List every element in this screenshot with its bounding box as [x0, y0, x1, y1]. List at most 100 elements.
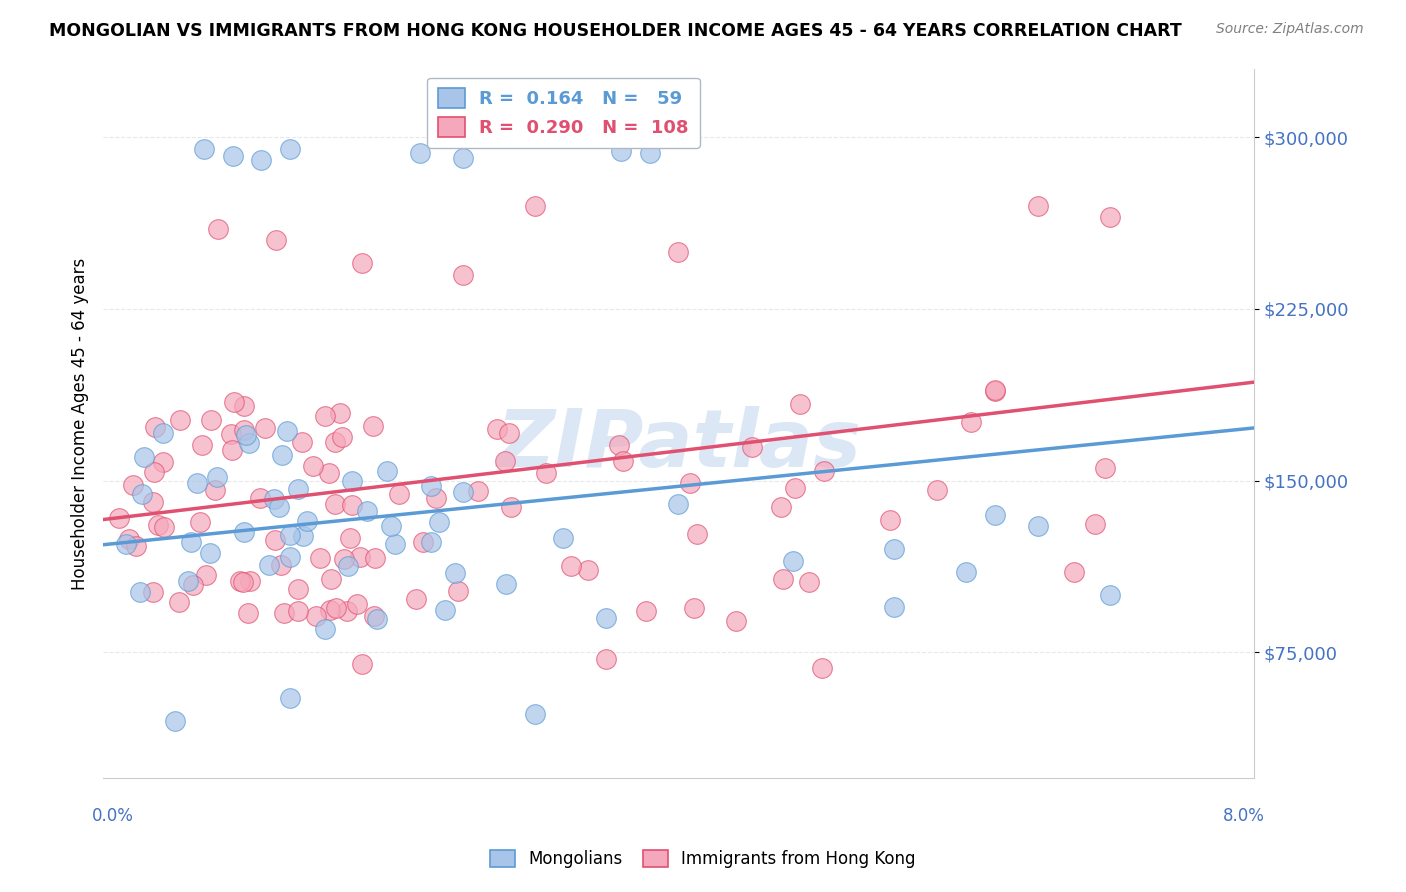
Point — [131, 487, 153, 501]
Point — [314, 409, 336, 424]
Point — [1026, 519, 1049, 533]
Point — [323, 497, 346, 511]
Point — [181, 578, 204, 592]
Point — [336, 604, 359, 618]
Point — [959, 416, 981, 430]
Point — [1098, 211, 1121, 225]
Point — [146, 518, 169, 533]
Point — [1084, 516, 1107, 531]
Point — [883, 542, 905, 557]
Point — [451, 485, 474, 500]
Point — [141, 584, 163, 599]
Point — [177, 574, 200, 588]
Point — [280, 549, 302, 564]
Point — [191, 438, 214, 452]
Point — [576, 563, 599, 577]
Point — [287, 582, 309, 596]
Point — [224, 395, 246, 409]
Point — [772, 572, 794, 586]
Point — [607, 438, 630, 452]
Point — [142, 465, 165, 479]
Point — [121, 478, 143, 492]
Point — [117, 533, 139, 547]
Point — [612, 454, 634, 468]
Point — [495, 576, 517, 591]
Point — [278, 528, 301, 542]
Legend: Mongolians, Immigrants from Hong Kong: Mongolians, Immigrants from Hong Kong — [484, 843, 922, 875]
Point — [984, 384, 1007, 398]
Point — [467, 483, 489, 498]
Point — [295, 515, 318, 529]
Point — [254, 421, 277, 435]
Point — [534, 466, 557, 480]
Point — [330, 430, 353, 444]
Point — [447, 583, 470, 598]
Point — [238, 435, 260, 450]
Point — [340, 498, 363, 512]
Point — [314, 622, 336, 636]
Point — [292, 529, 315, 543]
Point — [1063, 566, 1085, 580]
Point — [233, 399, 256, 413]
Point — [221, 148, 243, 162]
Point — [323, 435, 346, 450]
Point — [666, 244, 689, 259]
Point — [198, 546, 221, 560]
Text: 0.0%: 0.0% — [91, 807, 134, 825]
Point — [239, 574, 262, 589]
Point — [143, 420, 166, 434]
Point — [350, 256, 373, 270]
Point — [108, 511, 131, 525]
Point — [1026, 199, 1049, 213]
Point — [273, 606, 295, 620]
Point — [523, 199, 546, 213]
Point — [925, 483, 948, 498]
Point — [501, 500, 523, 514]
Point — [883, 599, 905, 614]
Point — [186, 476, 208, 491]
Point — [1094, 460, 1116, 475]
Point — [384, 537, 406, 551]
Y-axis label: Householder Income Ages 45 - 64 years: Householder Income Ages 45 - 64 years — [72, 257, 89, 590]
Point — [797, 574, 820, 589]
Point — [340, 474, 363, 488]
Point — [200, 413, 222, 427]
Point — [610, 144, 633, 158]
Point — [741, 440, 763, 454]
Point — [364, 550, 387, 565]
Point — [486, 422, 509, 436]
Point — [163, 714, 186, 728]
Text: 8.0%: 8.0% — [1223, 807, 1265, 825]
Point — [115, 537, 138, 551]
Point — [984, 383, 1007, 397]
Point — [278, 691, 301, 706]
Point — [346, 597, 368, 611]
Point — [125, 539, 148, 553]
Point — [232, 525, 254, 540]
Point — [494, 454, 516, 468]
Point — [349, 549, 371, 564]
Point — [267, 500, 290, 515]
Text: MONGOLIAN VS IMMIGRANTS FROM HONG KONG HOUSEHOLDER INCOME AGES 45 - 64 YEARS COR: MONGOLIAN VS IMMIGRANTS FROM HONG KONG H… — [49, 22, 1182, 40]
Point — [263, 533, 285, 547]
Point — [219, 427, 242, 442]
Point — [363, 609, 385, 624]
Point — [498, 425, 520, 440]
Point — [350, 657, 373, 671]
Point — [329, 406, 352, 420]
Point — [129, 585, 152, 599]
Point — [207, 221, 229, 235]
Point — [278, 142, 301, 156]
Point — [271, 448, 294, 462]
Point — [195, 568, 218, 582]
Point — [263, 491, 285, 506]
Point — [169, 413, 191, 427]
Point — [553, 531, 575, 545]
Point — [302, 459, 325, 474]
Point — [679, 475, 702, 490]
Point — [319, 603, 342, 617]
Point — [153, 520, 176, 534]
Point — [770, 500, 793, 515]
Point — [451, 151, 474, 165]
Point — [420, 535, 443, 549]
